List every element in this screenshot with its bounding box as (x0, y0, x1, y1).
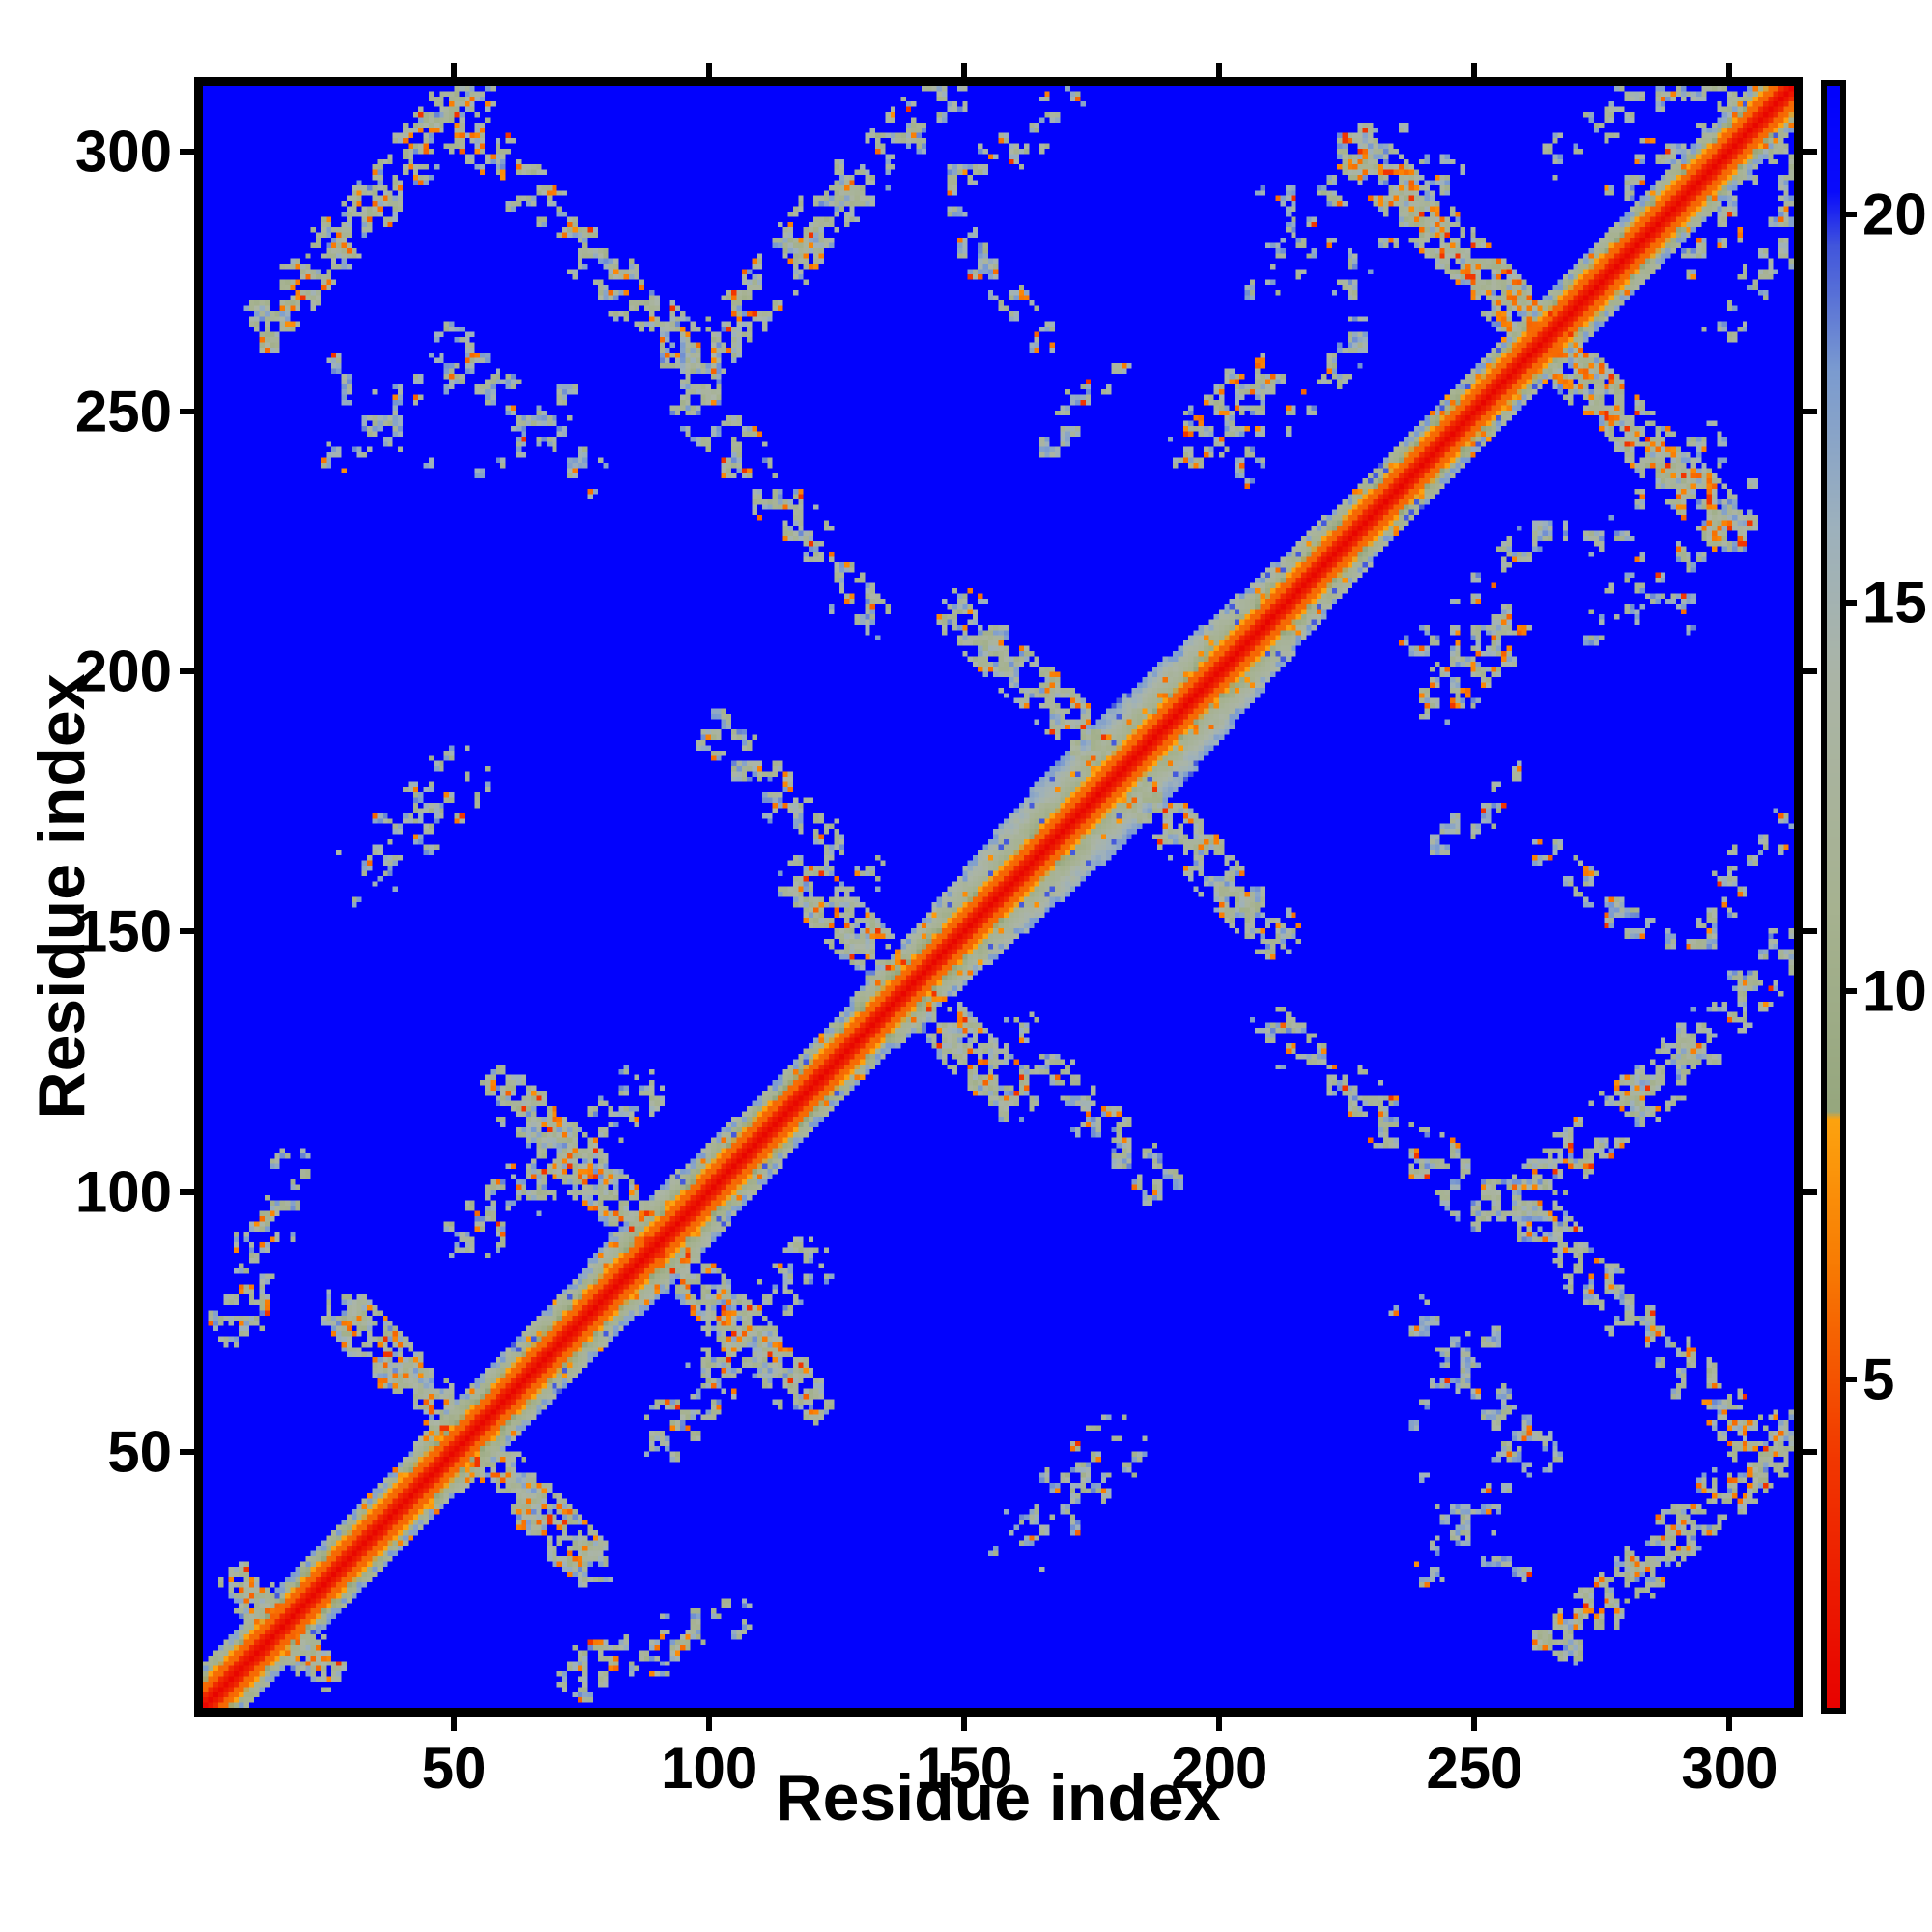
x-tick (451, 1717, 458, 1731)
y-tick-right (1803, 148, 1817, 155)
colorbar-tick-label: 10 (1862, 958, 1927, 1024)
y-tick (180, 1188, 194, 1195)
x-tick-top (1216, 63, 1223, 77)
x-tick-top (451, 63, 458, 77)
y-tick-label: 200 (74, 639, 172, 704)
y-tick-label: 50 (107, 1419, 172, 1485)
x-tick-label: 200 (1171, 1736, 1268, 1801)
x-tick-label: 50 (421, 1736, 487, 1801)
x-tick (1471, 1717, 1478, 1731)
plot-frame (194, 77, 1803, 1717)
x-tick-top (1471, 63, 1478, 77)
y-tick-right (1803, 409, 1817, 415)
y-tick-right (1803, 668, 1817, 675)
y-tick (180, 668, 194, 675)
y-tick-right (1803, 1448, 1817, 1455)
x-axis-label: Residue index (775, 1761, 1221, 1834)
x-tick-label: 150 (916, 1736, 1013, 1801)
colorbar-tick-label: 15 (1862, 570, 1927, 636)
distance-map-heatmap (203, 86, 1794, 1708)
x-tick-label: 300 (1681, 1736, 1778, 1801)
y-axis-label: Residue index (25, 673, 99, 1120)
y-tick-right (1803, 928, 1817, 935)
colorbar-tick (1844, 988, 1857, 995)
y-tick-right (1803, 1188, 1817, 1195)
x-tick (1216, 1717, 1223, 1731)
y-tick-label: 250 (74, 379, 172, 444)
x-tick-top (961, 63, 968, 77)
y-tick (180, 409, 194, 415)
colorbar-tick (1844, 1377, 1857, 1383)
y-tick-label: 100 (74, 1159, 172, 1225)
colorbar-tick (1844, 212, 1857, 218)
x-tick-label: 100 (661, 1736, 758, 1801)
y-tick-label: 300 (74, 119, 172, 185)
colorbar-gradient (1827, 86, 1840, 1708)
x-tick (1726, 1717, 1733, 1731)
colorbar-tick-label: 5 (1862, 1347, 1895, 1412)
y-tick-label: 150 (74, 898, 172, 964)
x-tick (961, 1717, 968, 1731)
colorbar-tick-label: 20 (1862, 182, 1927, 247)
x-tick-top (706, 63, 713, 77)
x-tick-label: 250 (1426, 1736, 1523, 1801)
colorbar-tick (1844, 600, 1857, 607)
y-tick (180, 148, 194, 155)
y-tick (180, 1448, 194, 1455)
colorbar-frame (1821, 80, 1846, 1714)
x-tick-top (1726, 63, 1733, 77)
y-tick (180, 928, 194, 935)
x-tick (706, 1717, 713, 1731)
